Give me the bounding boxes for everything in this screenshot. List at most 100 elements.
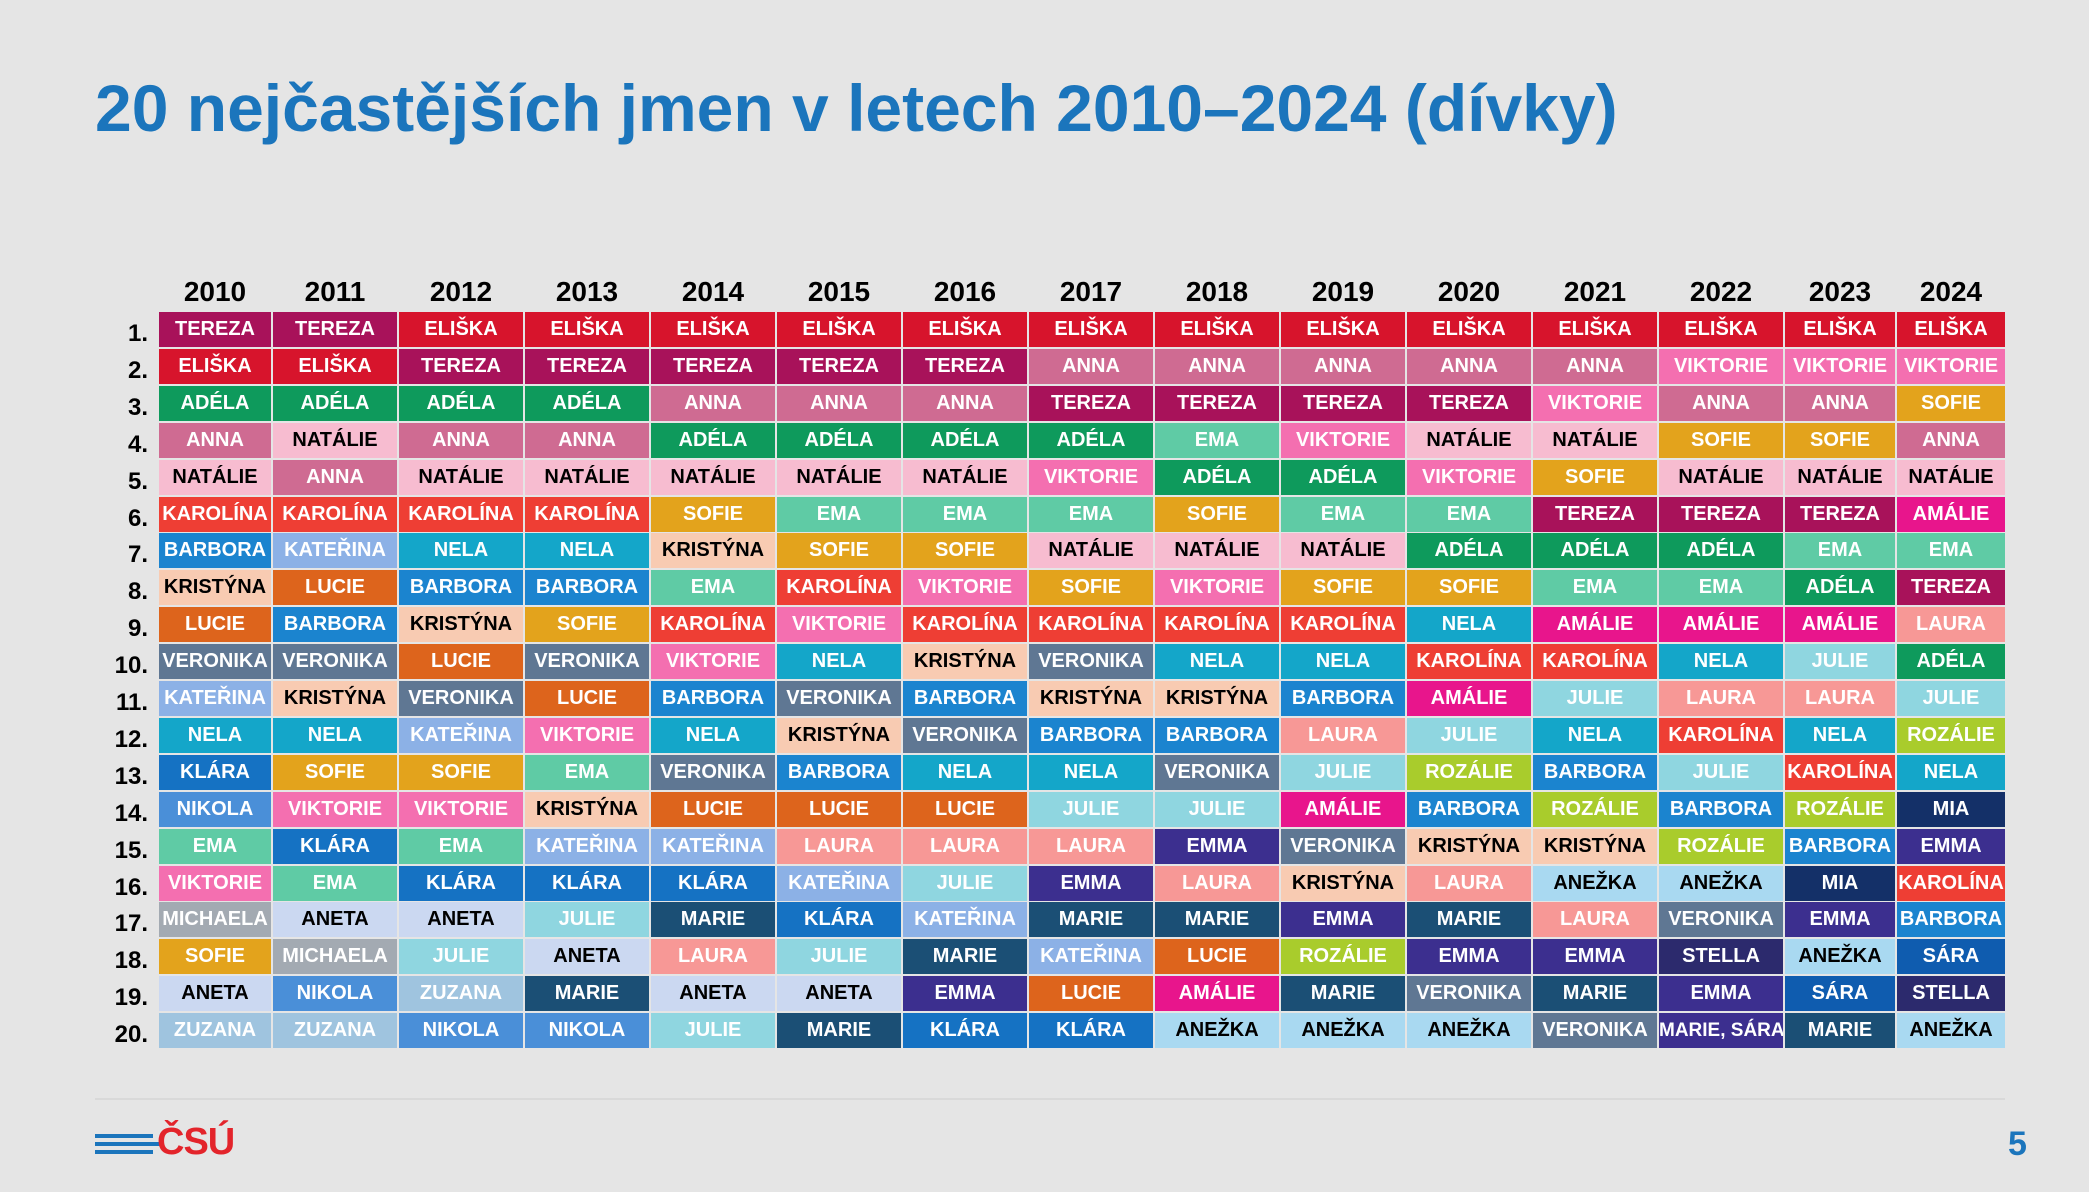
name-cell: LUCIE — [651, 791, 775, 827]
name-cell: EMA — [1407, 496, 1531, 532]
name-cell: NELA — [1659, 644, 1783, 680]
name-cell: ANNA — [651, 385, 775, 421]
rank-label: 11. — [115, 689, 148, 716]
year-header: 2024 — [1919, 276, 1983, 307]
name-cell: LUCIE — [777, 791, 901, 827]
year-header: 2018 — [1185, 276, 1249, 307]
name-cell: ADÉLA — [1029, 422, 1153, 458]
name-cell: EMMA — [1407, 939, 1531, 975]
name-cell: LUCIE — [399, 644, 523, 680]
name-cell: KAROLÍNA — [651, 607, 775, 643]
name-cell: MARIE — [777, 1013, 901, 1049]
name-cell: ELIŠKA — [1533, 312, 1657, 347]
name-cell: NELA — [1533, 717, 1657, 753]
name-cell: SOFIE — [159, 939, 271, 975]
name-cell: KLÁRA — [525, 865, 649, 901]
name-cell: ZUZANA — [159, 1013, 271, 1049]
name-cell: ANETA — [159, 976, 271, 1012]
name-cell: NELA — [1281, 644, 1405, 680]
name-cell: ADÉLA — [159, 385, 271, 421]
name-cell: KLÁRA — [159, 754, 271, 790]
name-cell: BARBORA — [1155, 717, 1279, 753]
name-cell: KAROLÍNA — [1407, 644, 1531, 680]
name-cell: JULIE — [1155, 791, 1279, 827]
logo-text: ČSÚ — [157, 1121, 235, 1163]
name-cell: SOFIE — [1155, 496, 1279, 532]
name-cell: KRISTÝNA — [903, 644, 1027, 680]
name-cell: ANEŽKA — [1897, 1013, 2005, 1049]
name-cell: NATÁLIE — [1659, 459, 1783, 495]
name-cell: VERONIKA — [159, 644, 271, 680]
name-cell: NELA — [903, 754, 1027, 790]
name-cell: SOFIE — [1897, 385, 2005, 421]
name-cell: EMA — [399, 828, 523, 864]
name-cell: ANNA — [1281, 348, 1405, 384]
year-header: 2022 — [1689, 276, 1753, 307]
name-cell: BARBORA — [1029, 717, 1153, 753]
name-cell: MARIE — [651, 902, 775, 938]
name-cell: ANNA — [903, 385, 1027, 421]
name-cell: KRISTÝNA — [777, 717, 901, 753]
page-title: 20 nejčastějších jmen v letech 2010–2024… — [95, 71, 1618, 145]
name-cell: LAURA — [651, 939, 775, 975]
name-cell: LAURA — [903, 828, 1027, 864]
name-cell: ANETA — [525, 939, 649, 975]
name-cell: NATÁLIE — [1785, 459, 1895, 495]
name-cell: ADÉLA — [399, 385, 523, 421]
name-cell: ROZÁLIE — [1659, 828, 1783, 864]
name-cell: NATÁLIE — [903, 459, 1027, 495]
name-cell: ROZÁLIE — [1281, 939, 1405, 975]
year-header-row: 2010 2011 2012 2013 2014 2015 2016 2017 2018 2019… — [0, 272, 2089, 312]
name-cell: TEREZA — [1407, 385, 1531, 421]
name-cell: LUCIE — [903, 791, 1027, 827]
name-cell: EMMA — [1659, 976, 1783, 1012]
name-cell: KRISTÝNA — [1281, 865, 1405, 901]
rank-label: 9. — [127, 615, 148, 643]
name-cell: ELIŠKA — [1029, 312, 1153, 347]
name-cell: NIKOLA — [159, 791, 271, 827]
page-number: 5 — [2008, 1125, 2027, 1163]
name-cell: EMMA — [1155, 828, 1279, 864]
name-cell: KLÁRA — [399, 865, 523, 901]
name-cell: AMÁLIE — [1785, 607, 1895, 643]
name-cell: NATÁLIE — [1897, 459, 2005, 495]
name-cell: BARBORA — [159, 533, 271, 569]
name-cell: NELA — [1785, 717, 1895, 753]
name-cell: SOFIE — [399, 754, 523, 790]
name-cell: MARIE — [525, 976, 649, 1012]
name-cell: ANETA — [399, 902, 523, 938]
name-cell: ELIŠKA — [903, 312, 1027, 347]
name-cell: ANNA — [273, 459, 397, 495]
name-cell: ANNA — [1533, 348, 1657, 384]
name-cell: LAURA — [1155, 865, 1279, 901]
name-cell: VIKTORIE — [903, 570, 1027, 606]
name-cell: VERONIKA — [1407, 976, 1531, 1012]
name-cell: SOFIE — [273, 754, 397, 790]
rank-label: 16. — [114, 873, 148, 901]
name-cell: KAROLÍNA — [1029, 607, 1153, 643]
name-cell: MARIE — [1785, 1013, 1895, 1049]
name-cell: LAURA — [1897, 607, 2005, 643]
name-cell: BARBORA — [399, 570, 523, 606]
name-cell: KAROLÍNA — [1533, 644, 1657, 680]
name-cell: BARBORA — [1785, 828, 1895, 864]
name-cell: VIKTORIE — [1897, 348, 2005, 384]
name-cell: KAROLÍNA — [1785, 754, 1895, 790]
name-cell: NIKOLA — [273, 976, 397, 1012]
name-cell: VIKTORIE — [777, 607, 901, 643]
name-cell: VIKTORIE — [1155, 570, 1279, 606]
name-cell: ANNA — [1659, 385, 1783, 421]
name-cell: BARBORA — [1281, 681, 1405, 716]
name-cell: EMA — [903, 496, 1027, 532]
name-cell: ADÉLA — [1533, 533, 1657, 569]
name-cell: LAURA — [1407, 865, 1531, 901]
name-cell: VERONIKA — [903, 717, 1027, 753]
name-cell: KLÁRA — [273, 828, 397, 864]
name-cell: BARBORA — [1897, 902, 2005, 938]
name-cell: KLÁRA — [1029, 1013, 1153, 1049]
name-cell: MARIE — [1029, 902, 1153, 938]
name-cell: ADÉLA — [1897, 644, 2005, 680]
name-cell: ANNA — [1029, 348, 1153, 384]
name-cell: VIKTORIE — [1407, 459, 1531, 495]
name-cell: NELA — [273, 717, 397, 753]
